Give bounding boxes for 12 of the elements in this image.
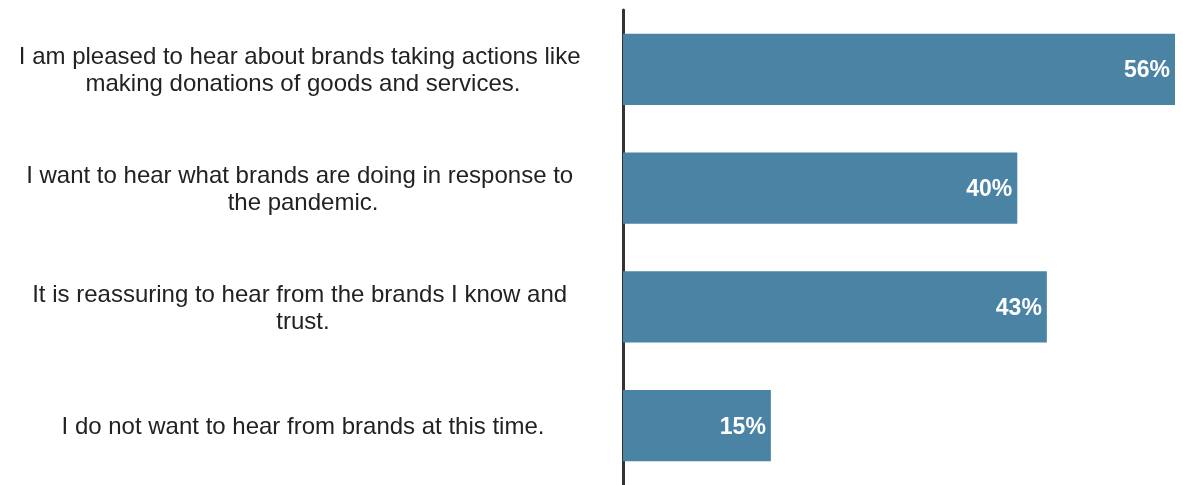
bar — [623, 152, 1018, 224]
data-label: 40% — [966, 175, 1013, 202]
bar — [623, 390, 771, 462]
y-tick-label: I want to hear what brands are doing in response to the pandemic. — [26, 161, 580, 216]
bar — [623, 271, 1047, 343]
y-tick-label: I do not want to hear from brands at this time. — [61, 412, 545, 440]
data-label: 43% — [995, 293, 1042, 320]
data-label: 56% — [1123, 56, 1170, 83]
y-tick-label: I am pleased to hear about brands taking actions like making donations of goods and services. — [18, 42, 588, 97]
data-label: 15% — [719, 412, 766, 439]
bar — [623, 33, 1175, 105]
y-tick-label: It is reassuring to hear from the brands I know and trust. — [32, 279, 574, 334]
